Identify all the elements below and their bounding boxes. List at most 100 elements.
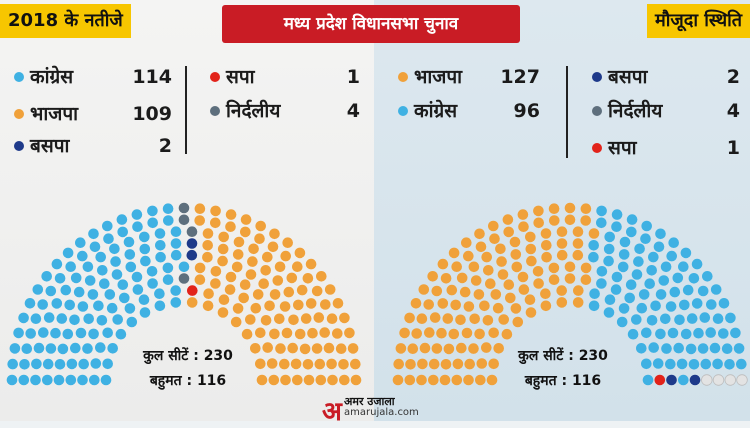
seat-party: [476, 358, 488, 369]
seat-party: [139, 243, 151, 255]
seat-party: [658, 275, 670, 286]
seat-party: [448, 247, 460, 259]
seat-party: [428, 358, 440, 370]
seat-party: [332, 298, 344, 309]
legend-item-congress: कांग्रेस 114: [14, 62, 172, 92]
seat-party: [178, 273, 190, 284]
seat-party: [89, 241, 101, 253]
seat-party: [580, 203, 592, 214]
legend-item-independent: निर्दलीय 4: [592, 96, 744, 126]
seat-party: [479, 300, 490, 312]
seat-party: [404, 374, 416, 386]
legend-value: 4: [346, 100, 360, 122]
seat-party: [154, 228, 166, 239]
seat-party: [305, 298, 317, 309]
seat-party: [50, 327, 61, 339]
seat-party: [474, 328, 485, 340]
legend-label: भाजपा: [414, 66, 463, 88]
seat-party: [115, 328, 127, 340]
seat-party: [287, 342, 299, 354]
seat-party: [517, 209, 529, 220]
seat-party: [283, 286, 295, 298]
seat-party: [260, 315, 272, 326]
seat-party: [631, 269, 643, 280]
seat-party: [495, 243, 506, 255]
seat-party: [240, 226, 251, 238]
seat-party: [65, 374, 77, 386]
seat-party: [282, 237, 294, 248]
seat-party: [170, 226, 182, 237]
seat-party: [95, 251, 106, 263]
seat-party: [240, 214, 252, 225]
seat-party: [194, 274, 206, 286]
seat-party: [225, 221, 236, 232]
seat-party: [155, 251, 166, 263]
seat-party: [697, 285, 709, 297]
seat-party: [70, 342, 81, 354]
seat-party: [580, 274, 592, 286]
seat-party: [638, 289, 650, 300]
seat-party: [13, 327, 24, 339]
seat-party: [405, 359, 416, 370]
seat-party: [112, 314, 123, 325]
legend-item-congress: कांग्रेस 96: [398, 96, 548, 126]
seat-party: [300, 313, 312, 324]
seat-party: [672, 272, 684, 284]
seat-party: [461, 237, 472, 248]
seat-party: [32, 284, 44, 295]
seat-party: [688, 359, 700, 370]
seat-party: [481, 342, 492, 353]
seat-party: [131, 209, 143, 220]
seat-party: [339, 374, 350, 386]
seat-party: [30, 374, 41, 386]
seat-party: [718, 298, 730, 309]
seat-party: [217, 255, 228, 267]
congress-dot-icon: [398, 106, 408, 116]
legend-value: 96: [513, 100, 540, 122]
seat-party: [88, 228, 99, 240]
seat-party: [232, 249, 244, 260]
seat-party: [533, 205, 544, 217]
seat-party: [691, 298, 703, 309]
seat-party: [288, 314, 299, 326]
seat-party: [194, 262, 206, 274]
seat-party: [238, 292, 249, 304]
seat-party: [170, 297, 182, 308]
seat-party: [452, 358, 464, 370]
total-seats-label: कुल सीटें : 230: [518, 348, 608, 364]
seat-party: [279, 358, 290, 370]
seat-party: [347, 343, 359, 354]
seat-party: [116, 214, 128, 225]
seat-party: [712, 313, 724, 325]
seat-party: [618, 303, 630, 314]
seat-party: [488, 358, 500, 370]
seat-party: [626, 226, 637, 238]
seat-party: [294, 247, 306, 259]
seat-party: [666, 374, 677, 386]
seat-party: [124, 249, 136, 260]
seat-party: [307, 327, 318, 339]
seat-party: [186, 238, 198, 249]
seat-party: [498, 314, 510, 325]
seat-party: [427, 271, 439, 282]
seat-party: [736, 358, 747, 370]
seat-party: [580, 215, 591, 226]
seat-party: [718, 328, 729, 339]
seat-party: [688, 273, 700, 284]
seat-party: [393, 358, 405, 370]
seat-party: [624, 292, 635, 304]
seat-party: [556, 297, 568, 308]
seat-party: [680, 247, 692, 259]
legend-value: 4: [726, 100, 740, 122]
seat-party: [485, 278, 496, 290]
seat-party: [21, 343, 33, 355]
seat-party: [338, 359, 349, 370]
seat-party: [194, 203, 206, 214]
seat-party: [510, 303, 522, 314]
legend-value: 1: [346, 66, 360, 88]
seat-party: [455, 314, 466, 326]
seat-party: [488, 220, 499, 232]
seat-party: [572, 238, 584, 249]
seat-party: [178, 261, 190, 273]
seat-party: [652, 358, 664, 369]
